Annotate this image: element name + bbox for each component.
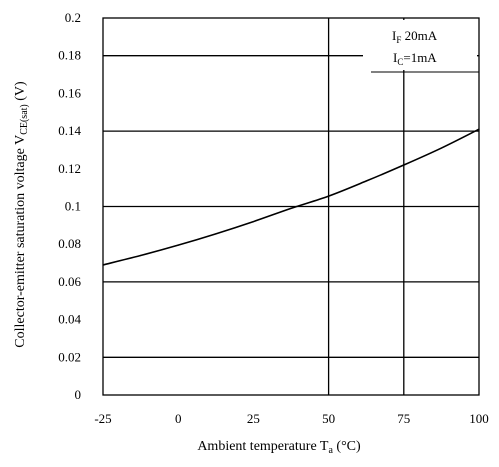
y-axis-title-unit: (V) <box>13 81 28 104</box>
y-axis-title: Collector-emitter saturation voltage VCE… <box>13 81 30 348</box>
series-point <box>102 264 104 266</box>
series-point <box>290 207 292 209</box>
series-point <box>252 220 254 223</box>
series-point <box>140 254 142 257</box>
annotation-line-1: IF 20mA <box>392 28 438 45</box>
series-point <box>403 164 405 166</box>
annotation-1-sub: F <box>396 35 401 45</box>
x-tick-label: 0 <box>175 411 182 426</box>
annotation-layer: IF 20mA IC=1mA <box>363 20 479 73</box>
y-axis-title-main: Collector-emitter saturation voltage V <box>13 135 28 348</box>
annotation-1-main: I <box>392 28 396 43</box>
x-tick-label: 75 <box>397 411 410 426</box>
series-point <box>440 147 442 149</box>
x-axis-title-main: Ambient temperature T <box>197 439 329 454</box>
y-tick-label: 0.16 <box>58 85 81 100</box>
series-point <box>177 244 179 246</box>
x-tick-label: 50 <box>322 411 335 426</box>
series-point <box>365 180 367 182</box>
annotation-box <box>363 20 477 70</box>
series-point <box>215 233 217 235</box>
annotation-2-sub: C <box>397 57 403 67</box>
x-axis-title: Ambient temperature Ta (°C) <box>197 439 361 456</box>
x-tick-label: 25 <box>247 411 260 426</box>
series-point <box>328 195 330 197</box>
annotation-2-main: I <box>393 50 397 65</box>
y-tick-label: 0.14 <box>58 123 81 138</box>
x-axis-title-sub: a <box>328 445 333 456</box>
grid-layer <box>103 18 479 395</box>
annotation-line-2: IC=1mA <box>393 50 437 67</box>
annotation-1-rest: 20mA <box>401 28 437 43</box>
y-tick-label: 0.12 <box>58 161 81 176</box>
y-tick-label: 0.06 <box>58 274 81 289</box>
y-tick-label: 0 <box>75 387 82 402</box>
y-tick-label: 0.2 <box>65 10 81 25</box>
y-tick-label: 0.04 <box>58 312 81 327</box>
y-tick-label: 0.08 <box>58 236 81 251</box>
series-point <box>478 128 480 130</box>
plot-frame <box>102 17 480 396</box>
y-tick-label: 0.1 <box>65 199 81 214</box>
x-tick-labels: -25 0 25 50 75 100 <box>94 411 488 426</box>
annotation-2-rest: =1mA <box>403 50 437 65</box>
series-line <box>102 128 480 266</box>
x-axis-title-unit: (°C) <box>333 439 361 454</box>
y-tick-label: 0.02 <box>58 349 81 364</box>
y-tick-labels: 0 0.02 0.04 0.06 0.08 0.1 0.12 0.14 0.16 0.18 0.2 <box>58 10 81 402</box>
y-axis-title-sub: CE(sat) <box>19 104 30 135</box>
x-tick-label: -25 <box>94 411 111 426</box>
curve-layer <box>102 128 480 266</box>
y-tick-label: 0.18 <box>58 48 81 63</box>
x-tick-label: 100 <box>469 411 489 426</box>
